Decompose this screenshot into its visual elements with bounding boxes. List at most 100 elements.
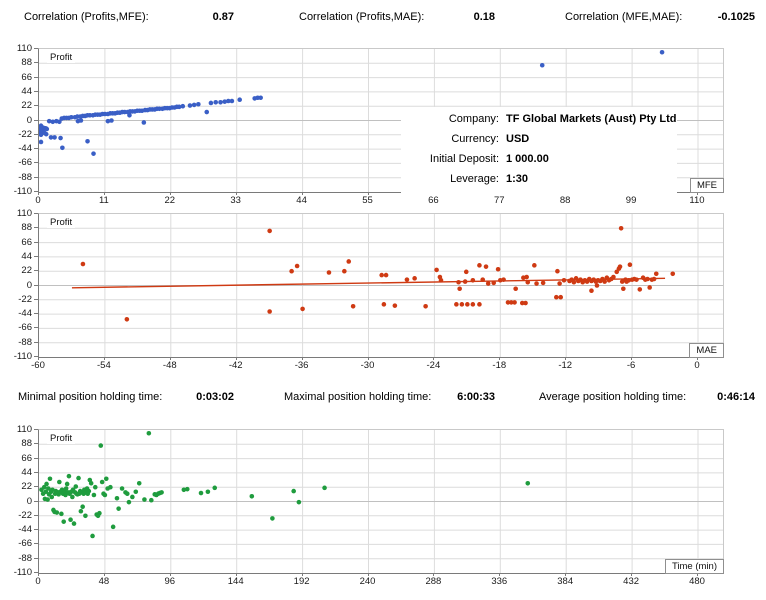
y-tick-mark <box>34 119 38 121</box>
x-tick-label: -60 <box>31 360 45 371</box>
y-tick-mark <box>34 133 38 135</box>
x-tick-mark <box>499 357 501 360</box>
y-tick-label: 22 <box>21 100 32 112</box>
x-tick-label: 336 <box>491 576 508 587</box>
x-tick-label: -24 <box>426 360 441 371</box>
x-tick-mark <box>631 573 633 576</box>
y-tick-mark <box>34 457 38 459</box>
mae-axis-corner-label: MAE <box>689 343 724 358</box>
x-tick-label: 66 <box>428 195 439 206</box>
y-tick-mark <box>34 543 38 545</box>
x-tick-mark <box>499 573 501 576</box>
mae-plot-profit-label: Profit <box>47 217 76 228</box>
correlation-mfe-mae-value: -0.1025 <box>717 11 755 23</box>
x-tick-label: 88 <box>559 195 571 206</box>
x-tick-label: 55 <box>362 195 373 206</box>
x-tick-label: -42 <box>228 360 243 371</box>
y-tick-label: -110 <box>13 351 32 362</box>
y-tick-label: -66 <box>18 538 32 550</box>
y-tick-mark <box>34 341 38 343</box>
minimal-holding-time-label: Minimal position holding time: <box>18 391 163 403</box>
y-tick-label: 44 <box>21 250 32 262</box>
y-tick-label: 0 <box>26 279 32 291</box>
x-tick-mark <box>169 192 171 195</box>
x-tick-mark <box>103 573 105 576</box>
y-tick-label: -110 <box>13 567 32 578</box>
y-tick-label: -44 <box>18 308 32 320</box>
y-tick-label: -22 <box>18 509 32 521</box>
y-tick-label: 0 <box>26 114 32 126</box>
maximal-holding-time-value: 6:00:33 <box>457 391 495 403</box>
x-tick-mark <box>38 573 39 576</box>
x-tick-label: 144 <box>227 576 244 587</box>
x-tick-label: 480 <box>689 576 705 587</box>
x-tick-mark <box>697 192 698 195</box>
profit-vs-holding-time-svg <box>39 430 723 573</box>
y-tick-label: 0 <box>26 495 32 507</box>
mfe-axis-corner-label: MFE <box>689 178 724 193</box>
y-tick-mark <box>34 572 38 573</box>
x-tick-mark <box>433 357 435 360</box>
x-tick-label: 0 <box>35 195 41 206</box>
y-tick-mark <box>34 148 38 150</box>
correlation-mfe-mae-label: Correlation (MFE,MAE): <box>565 11 683 23</box>
correlation-profits-mfe-value: 0.87 <box>212 11 234 23</box>
x-tick-mark <box>235 573 237 576</box>
correlation-profits-mae-value: 0.18 <box>473 11 495 23</box>
x-tick-label: 48 <box>98 576 110 587</box>
initial-deposit-value: 1 000.00 <box>506 153 549 165</box>
time-plot-profit-label: Profit <box>47 433 76 444</box>
y-tick-label: -44 <box>18 524 32 536</box>
x-tick-label: 44 <box>296 195 307 206</box>
x-tick-label: -48 <box>162 360 177 371</box>
y-tick-mark <box>34 429 38 430</box>
leverage-label: Leverage: <box>450 173 499 185</box>
x-tick-mark <box>301 192 303 195</box>
time-scatter-plot: Profit Time (min) <box>38 429 724 574</box>
correlation-profits-mae-label: Correlation (Profits,MAE): <box>299 11 425 23</box>
y-tick-mark <box>34 284 38 286</box>
x-tick-label: 33 <box>230 195 241 206</box>
currency-value: USD <box>506 133 530 145</box>
x-tick-label: -12 <box>558 360 573 371</box>
time-axis-corner-label: Time (min) <box>664 559 724 574</box>
company-label: Company: <box>448 113 499 125</box>
y-tick-label: -22 <box>18 293 32 305</box>
x-tick-mark <box>103 192 105 195</box>
x-tick-label: 11 <box>98 195 109 206</box>
y-tick-label: 44 <box>21 466 32 478</box>
y-tick-label: 88 <box>21 57 32 69</box>
x-tick-label: 22 <box>164 195 176 206</box>
x-tick-mark <box>38 357 39 360</box>
x-tick-label: 77 <box>494 195 505 206</box>
x-tick-label: -54 <box>97 360 111 371</box>
x-tick-label: 110 <box>689 195 705 206</box>
x-tick-label: -6 <box>626 360 636 371</box>
company-value: TF Global Markets (Aust) Pty Ltd <box>506 113 677 125</box>
y-tick-mark <box>34 105 38 107</box>
y-tick-mark <box>34 443 38 445</box>
leverage-value: 1:30 <box>506 173 529 185</box>
y-tick-mark <box>34 62 38 64</box>
x-tick-label: 0 <box>694 360 700 371</box>
y-tick-mark <box>34 514 38 516</box>
y-tick-label: 110 <box>16 424 32 435</box>
y-tick-label: 22 <box>21 481 32 493</box>
x-tick-label: 99 <box>625 195 637 206</box>
y-tick-mark <box>34 270 38 272</box>
y-tick-label: 22 <box>21 265 32 277</box>
x-tick-mark <box>433 573 435 576</box>
y-tick-mark <box>34 356 38 357</box>
y-tick-label: 88 <box>21 222 32 234</box>
y-tick-mark <box>34 500 38 502</box>
correlation-profits-mfe-label: Correlation (Profits,MFE): <box>24 11 149 23</box>
account-info-box: Company: TF Global Markets (Aust) Pty Ltd… <box>401 107 677 195</box>
y-tick-mark <box>34 241 38 243</box>
initial-deposit-label: Initial Deposit: <box>429 153 499 165</box>
y-tick-label: -22 <box>18 128 32 140</box>
y-tick-mark <box>34 176 38 178</box>
y-tick-mark <box>34 191 38 192</box>
y-tick-label: -44 <box>18 143 32 155</box>
y-tick-mark <box>34 557 38 559</box>
y-tick-mark <box>34 486 38 488</box>
